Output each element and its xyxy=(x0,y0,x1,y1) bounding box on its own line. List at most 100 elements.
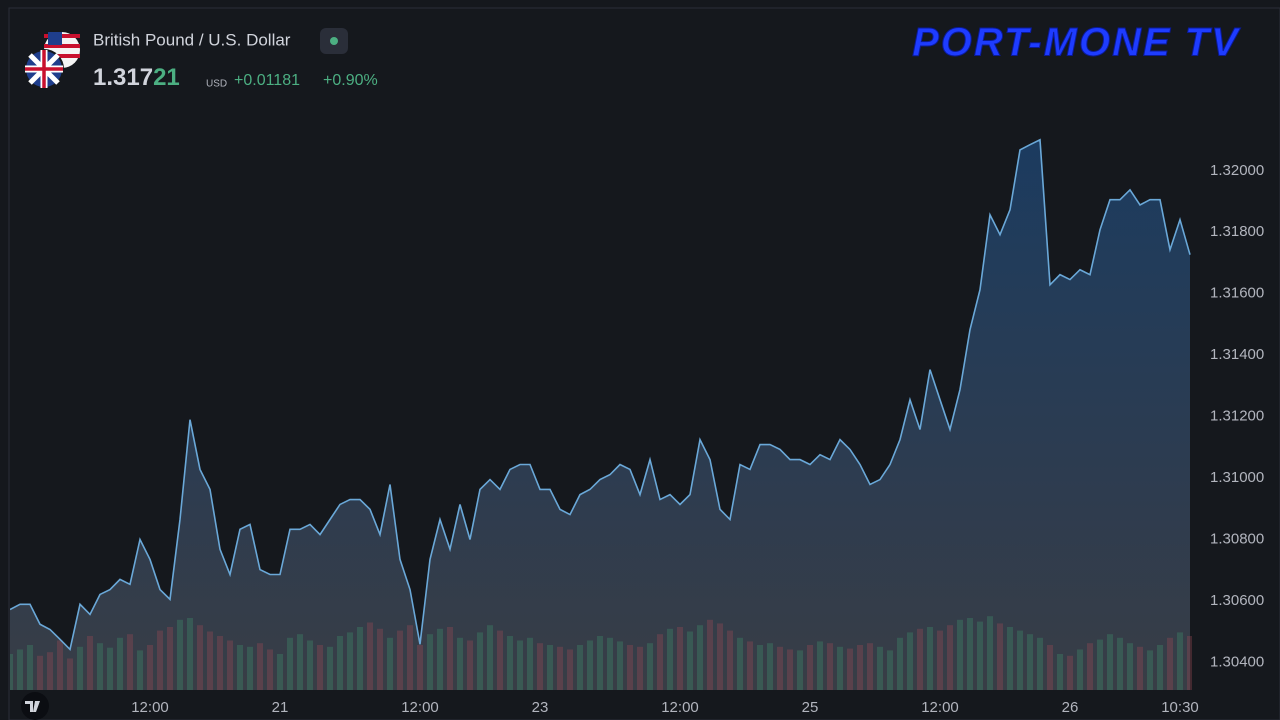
us-stripe xyxy=(44,54,80,58)
volume-bar xyxy=(87,636,93,690)
volume-bar xyxy=(137,650,143,690)
y-tick-label: 1.31400 xyxy=(1210,346,1264,363)
volume-bar xyxy=(187,618,193,690)
volume-bar xyxy=(447,627,453,690)
volume-bar xyxy=(907,632,913,690)
volume-bar xyxy=(947,625,953,690)
volume-bar xyxy=(507,636,513,690)
volume-bar xyxy=(1047,645,1053,690)
volume-bar xyxy=(167,627,173,690)
volume-bar xyxy=(577,645,583,690)
volume-bar xyxy=(607,637,613,690)
volume-bar xyxy=(247,646,253,690)
volume-bar xyxy=(547,645,553,690)
price-main: 1.317 xyxy=(93,64,153,91)
volume-bar xyxy=(957,619,963,690)
volume-bar xyxy=(397,630,403,690)
uk-cross-red xyxy=(25,50,63,88)
price-tail: 21 xyxy=(153,64,180,91)
volume-bar xyxy=(477,632,483,690)
flag-icons xyxy=(24,32,80,89)
volume-bar xyxy=(1087,643,1093,690)
volume-bar xyxy=(557,646,563,690)
us-canton xyxy=(48,32,62,45)
volume-bar xyxy=(307,640,313,690)
y-tick-label: 1.31000 xyxy=(1210,469,1264,486)
x-tick-label: 12:00 xyxy=(661,699,699,716)
volume-bar xyxy=(927,627,933,690)
volume-bar xyxy=(1127,643,1133,690)
frame xyxy=(8,7,1280,720)
volume-bar xyxy=(1027,634,1033,690)
volume-bar xyxy=(527,637,533,690)
volume-bar xyxy=(107,647,113,690)
volume-bar xyxy=(567,649,573,690)
volume-bar xyxy=(897,637,903,690)
volume-bar xyxy=(677,627,683,690)
volume-bar xyxy=(257,643,263,690)
volume-bar xyxy=(1007,627,1013,690)
volume-bar xyxy=(687,631,693,690)
volume-bar xyxy=(277,654,283,690)
y-tick-label: 1.30800 xyxy=(1210,530,1264,547)
volume-bar xyxy=(857,645,863,690)
us-stripe xyxy=(44,44,80,48)
volume-bar xyxy=(287,637,293,690)
x-tick-label: 12:00 xyxy=(131,699,169,716)
volume-bar xyxy=(727,630,733,690)
volume-bar xyxy=(997,623,1003,690)
volume-bar xyxy=(767,643,773,690)
volume-bar xyxy=(367,622,373,690)
currency: USD xyxy=(206,79,227,90)
x-tick-label: 23 xyxy=(532,699,549,716)
plot-area xyxy=(10,138,1192,690)
volume-bar xyxy=(697,625,703,690)
volume-bar xyxy=(1017,630,1023,690)
symbol-name: British Pound / U.S. Dollar xyxy=(93,30,291,49)
x-tick-label: 21 xyxy=(272,699,289,716)
volume-bar xyxy=(597,636,603,690)
volume-bar xyxy=(117,637,123,690)
volume-bar xyxy=(1057,654,1063,690)
volume-bar xyxy=(807,645,813,690)
volume-bar xyxy=(537,643,543,690)
market-open-dot xyxy=(330,37,338,45)
volume-bar xyxy=(877,646,883,690)
volume-bar xyxy=(777,646,783,690)
volume-bar xyxy=(487,625,493,690)
volume-bar xyxy=(797,650,803,690)
tv-logo xyxy=(21,692,49,720)
volume-bar xyxy=(1107,634,1113,690)
volume-bar xyxy=(1067,655,1073,690)
volume-bar xyxy=(707,619,713,690)
volume-bar xyxy=(937,630,943,690)
y-tick-label: 1.31200 xyxy=(1210,408,1264,425)
x-tick-label: 26 xyxy=(1062,699,1079,716)
price-line xyxy=(10,138,1191,652)
volume-bar xyxy=(157,630,163,690)
volume-bar xyxy=(327,646,333,690)
x-tick-label: 10:30 xyxy=(1161,699,1199,716)
volume-bar xyxy=(1117,637,1123,690)
volume-bar xyxy=(987,616,993,690)
volume-bar xyxy=(347,632,353,690)
volume-bar xyxy=(587,640,593,690)
volume-bar xyxy=(427,634,433,690)
x-tick-label: 12:00 xyxy=(401,699,439,716)
volume-bar xyxy=(317,645,323,690)
y-tick-label: 1.32000 xyxy=(1210,162,1264,179)
y-tick-label: 1.30400 xyxy=(1210,653,1264,670)
logo: PORT-MONE TV xyxy=(912,21,1241,65)
volume-bar xyxy=(1177,632,1183,690)
volume-bar xyxy=(827,643,833,690)
price: 1.31721 xyxy=(93,64,180,91)
volume-bar xyxy=(207,631,213,690)
volume-bar xyxy=(967,618,973,690)
volume-bar xyxy=(1157,645,1163,690)
y-tick-label: 1.30600 xyxy=(1210,592,1264,609)
volume-bar xyxy=(127,634,133,690)
volume-bar xyxy=(787,649,793,690)
volume-bar xyxy=(837,646,843,690)
